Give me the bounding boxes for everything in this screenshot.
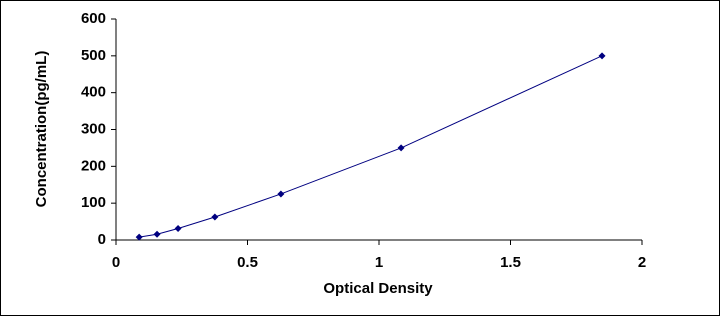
- data-point: [153, 230, 161, 238]
- y-tick-label: 400: [81, 84, 106, 101]
- data-point: [397, 144, 405, 152]
- y-tick-label: 0: [98, 231, 106, 248]
- y-tick-label: 200: [81, 157, 106, 174]
- y-axis-label: Concentration(pg/mL): [33, 51, 50, 208]
- y-tick-label: 600: [81, 10, 106, 27]
- y-tick-label: 500: [81, 47, 106, 64]
- x-axis-label: Optical Density: [323, 280, 433, 297]
- x-tick-label: 0: [112, 254, 120, 271]
- x-tick-label: 1.5: [500, 254, 521, 271]
- y-tick-label: 100: [81, 194, 106, 211]
- data-point: [211, 213, 219, 221]
- data-point: [174, 224, 182, 232]
- x-tick-label: 1: [375, 254, 383, 271]
- x-tick-label: 2: [638, 254, 646, 271]
- data-point: [598, 52, 606, 60]
- data-point: [135, 233, 143, 241]
- data-point: [277, 190, 285, 198]
- x-tick-label: 0.5: [237, 254, 258, 271]
- y-tick-label: 300: [81, 120, 106, 137]
